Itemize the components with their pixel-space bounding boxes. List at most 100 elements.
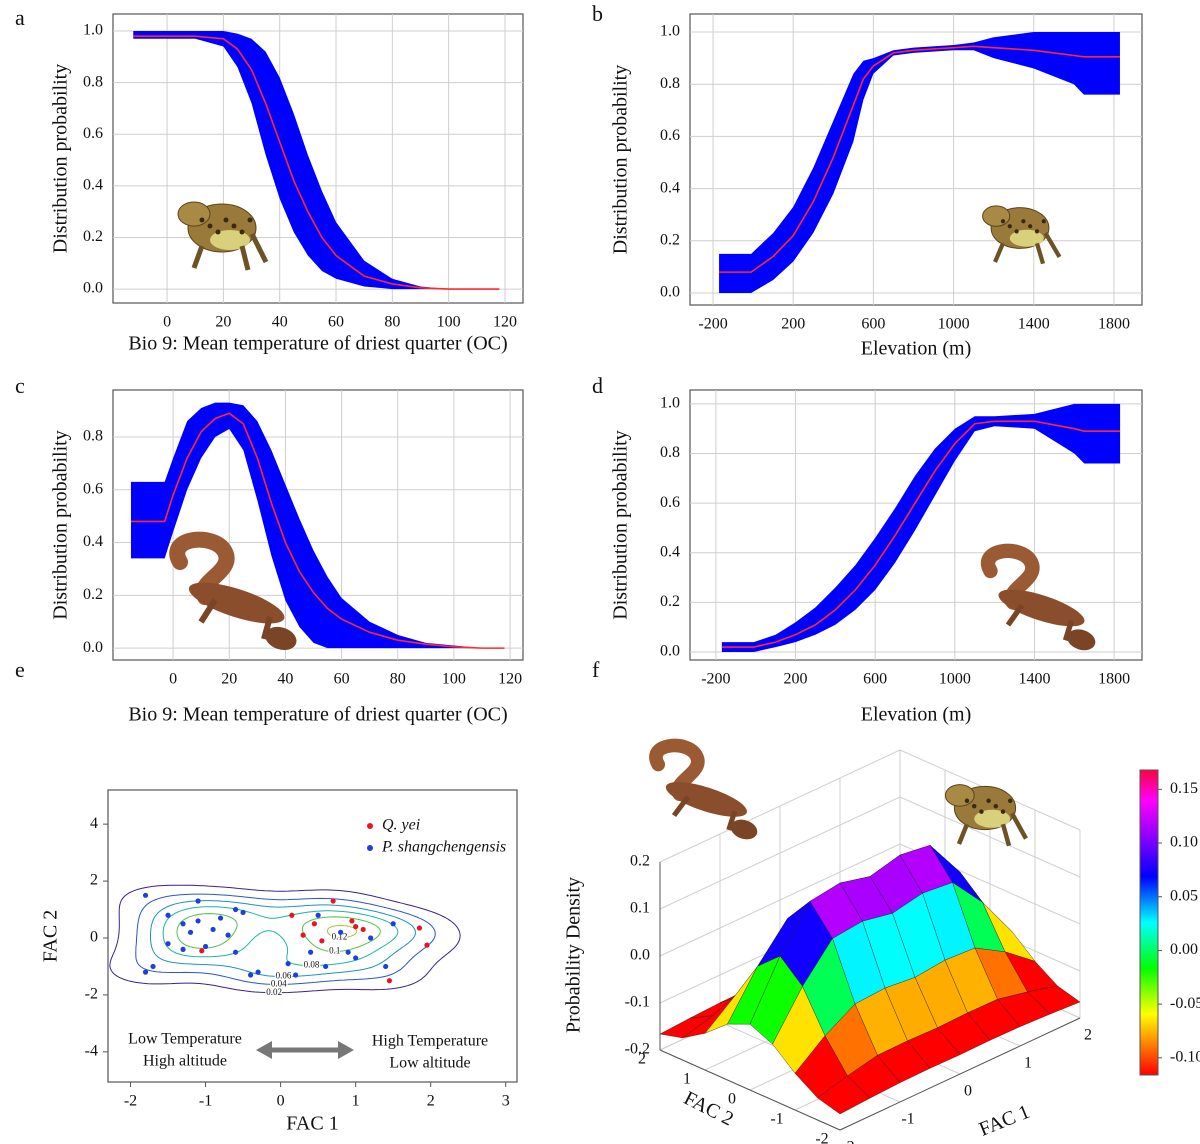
colorbar-tick-label: 0.15 [1170, 780, 1198, 797]
frog-image [231, 223, 237, 229]
x-tick-label: 1400 [1018, 671, 1050, 688]
panel-letter: a [15, 5, 25, 30]
frog-image [239, 229, 245, 235]
legend-marker [367, 823, 373, 829]
x-axis-label: FAC 1 [976, 1101, 1033, 1141]
frog-image [1000, 809, 1006, 814]
y-tick-label: 0.0 [83, 280, 103, 297]
frog-image [1007, 224, 1012, 229]
y-tick-label: 0.6 [83, 480, 103, 497]
x-tick-label: -2 [124, 1093, 137, 1110]
y-tick-label: 0.8 [660, 75, 680, 92]
y-tick-label: 0.2 [83, 228, 103, 245]
y-axis-label: Distribution probability [610, 65, 632, 254]
y-tick-label: 0.6 [660, 494, 680, 511]
frog-image [247, 217, 253, 223]
contour-label: 0.02 [266, 987, 282, 997]
x-tick-label: 600 [863, 671, 887, 688]
annotation: Low altitude [389, 1055, 470, 1072]
x-tick-label: 120 [498, 671, 522, 688]
salamander-image [265, 626, 297, 651]
frog-image [1034, 229, 1040, 234]
annotation: Low Temperature [128, 1031, 242, 1048]
colorbar-tick-label: 0.00 [1170, 941, 1198, 958]
y-tick-label: 0.8 [83, 73, 103, 90]
x-tick-label: 100 [437, 314, 461, 331]
x-tick-label: 1800 [1098, 316, 1130, 333]
x-tick-label: 200 [781, 316, 805, 333]
frog-image [1007, 798, 1013, 804]
x-tick-label: 1400 [1018, 316, 1050, 333]
x-tick-label: -1 [199, 1093, 212, 1110]
scatter-point [424, 942, 430, 948]
x-tick-label: 80 [384, 314, 400, 331]
contour-label: 0.04 [271, 978, 287, 988]
x-tick-label: -1 [901, 1111, 914, 1128]
contour-line [135, 893, 436, 985]
scatter-point [390, 921, 396, 927]
x-tick-label: 100 [442, 671, 466, 688]
scatter-point [187, 929, 194, 935]
scatter-point [311, 921, 317, 927]
frog-image [223, 217, 229, 223]
contour-line [326, 925, 358, 939]
colorbar-tick-label: -0.05 [1170, 995, 1200, 1012]
frog-image [956, 812, 1028, 847]
contour-label: 0.06 [276, 971, 292, 981]
scatter-point [383, 963, 389, 970]
frog-image [1021, 219, 1026, 224]
y-tick-label: 1.0 [660, 395, 680, 412]
salamander-image [730, 819, 758, 840]
y-tick-label: 0.8 [660, 444, 680, 461]
x-tick-label: -200 [698, 316, 727, 333]
frog-image [199, 217, 205, 223]
surface-patch [817, 1075, 871, 1115]
confidence-band [721, 403, 1121, 653]
y-tick-label: 1.0 [660, 23, 680, 40]
annotation: High Temperature [372, 1033, 488, 1050]
frog-image [971, 803, 977, 809]
y-tick-label: 0.2 [660, 231, 680, 248]
legend-marker [367, 845, 373, 851]
y-tick-label: -4 [85, 1043, 98, 1060]
contour-label: 0.1 [329, 946, 340, 956]
scatter-point [142, 969, 149, 975]
scatter-point [386, 978, 393, 984]
scatter-point [255, 969, 261, 975]
annotation: High altitude [143, 1053, 227, 1070]
frog-image [191, 232, 269, 271]
x-tick-label: 0 [277, 1093, 285, 1110]
scatter-point [338, 929, 344, 935]
colorbar-tick-label: -0.10 [1170, 1048, 1200, 1065]
scatter-point [225, 932, 231, 938]
scatter-point [165, 912, 171, 918]
scatter-point [232, 906, 239, 913]
axis-line [839, 1017, 1081, 1131]
grid-line [659, 749, 901, 863]
scatter-point [315, 912, 321, 918]
frog-image [215, 229, 221, 235]
scatter-point [202, 943, 209, 950]
scatter-point [345, 949, 351, 955]
scatter-point [240, 909, 246, 915]
scatter-point [300, 932, 306, 938]
y-tick-label: -2 [85, 986, 98, 1003]
scatter-point [353, 924, 359, 930]
contour-line [150, 900, 416, 978]
panel-letter: d [592, 373, 603, 398]
frog-image [1041, 219, 1046, 224]
y-tick-label: 1.0 [83, 22, 103, 39]
x-tick-label: 60 [328, 314, 344, 331]
colorbar [1139, 769, 1159, 1076]
frog-image [177, 201, 211, 227]
salamander-image [188, 582, 285, 624]
salamander-image [1005, 603, 1075, 642]
grid-line [659, 843, 901, 957]
colorbar-tick-label: 0.05 [1170, 887, 1198, 904]
frog-image [1014, 229, 1019, 234]
salamander-image [198, 598, 273, 640]
frog-image [993, 232, 1062, 265]
frog-image [964, 798, 970, 804]
panel-letter: f [592, 657, 600, 682]
x-tick-label: 2 [1084, 1027, 1092, 1044]
